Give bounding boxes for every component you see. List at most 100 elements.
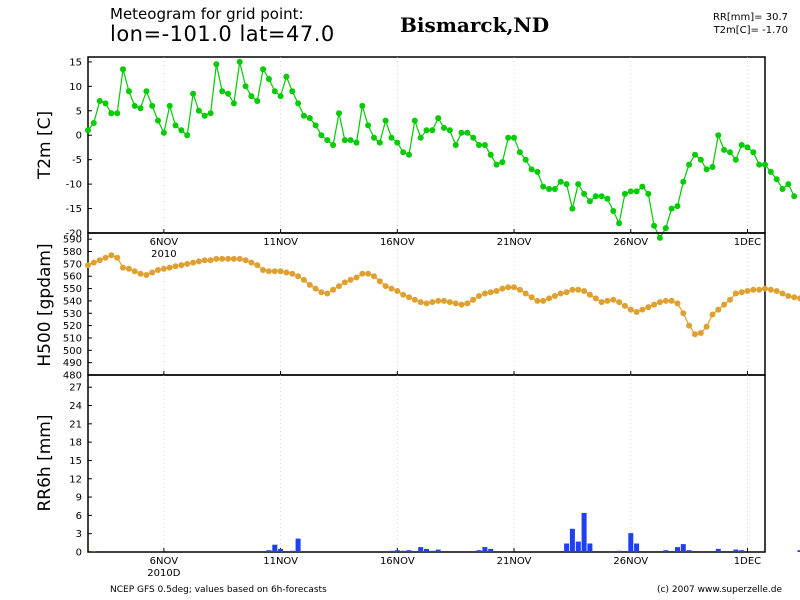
h500-point xyxy=(417,299,424,306)
t2m-point xyxy=(324,137,331,144)
h500-point xyxy=(627,306,634,313)
h500-point xyxy=(703,323,710,330)
date-label-upper: 21NOV xyxy=(497,237,532,248)
t2m-point xyxy=(207,110,214,117)
h500-point xyxy=(651,301,658,308)
date-label-lower: 21NOV xyxy=(497,556,532,567)
date-label-lower: 1DEC xyxy=(734,556,761,567)
h500-point xyxy=(575,286,582,293)
t2m-point xyxy=(166,102,173,109)
t2m-point xyxy=(236,58,243,65)
t2m-point xyxy=(300,112,307,119)
rr-bar xyxy=(289,550,295,552)
h500-point xyxy=(277,268,284,275)
t2m-point xyxy=(108,110,115,117)
t2m-point xyxy=(481,142,488,148)
t2m-point xyxy=(353,139,360,146)
t2m-point xyxy=(341,137,348,144)
h500-point xyxy=(306,281,313,288)
h500-point xyxy=(90,259,97,266)
h500-point xyxy=(686,322,693,329)
t2m-axis-label: T2m [C] xyxy=(35,111,55,180)
t2m-point xyxy=(225,90,232,97)
h500-y-tick-label: 540 xyxy=(63,296,82,307)
t2m-point xyxy=(330,142,337,148)
h500-point xyxy=(441,297,447,304)
h500-point xyxy=(435,297,442,304)
t2m-point xyxy=(727,149,733,156)
h500-point xyxy=(592,295,599,302)
t2m-point xyxy=(639,183,646,190)
t2m-point xyxy=(120,66,126,73)
rr-y-tick-label: 3 xyxy=(76,529,82,540)
h500-point xyxy=(411,296,418,303)
h500-y-tick-label: 530 xyxy=(63,309,82,320)
h500-point xyxy=(423,300,430,307)
t2m-point xyxy=(131,102,138,109)
rr-y-tick-label: 18 xyxy=(69,438,82,449)
t2m-point xyxy=(569,205,576,212)
h500-point xyxy=(744,288,751,294)
rr-y-tick-label: 12 xyxy=(69,474,82,485)
t2m-point xyxy=(265,76,272,82)
t2m-y-tick-label: 0 xyxy=(76,131,82,142)
t2m-point xyxy=(522,156,529,163)
rr-bar xyxy=(488,548,494,552)
rr-bar xyxy=(394,550,400,552)
h500-point xyxy=(481,290,488,297)
h500-series-line xyxy=(87,254,800,335)
t2m-point xyxy=(546,186,553,192)
t2m-point xyxy=(429,127,436,134)
h500-point xyxy=(750,286,757,293)
t2m-point xyxy=(452,142,459,148)
h500-point xyxy=(155,267,161,273)
t2m-point xyxy=(201,112,208,119)
rr-panel-frame xyxy=(87,374,766,553)
h500-point xyxy=(365,270,372,277)
h500-point xyxy=(388,285,395,292)
t2m-point xyxy=(662,225,669,232)
h500-point xyxy=(143,272,150,278)
h500-point xyxy=(178,262,185,269)
year-label-lower: 2010D xyxy=(147,568,180,579)
t2m-point xyxy=(627,188,634,195)
t2m-point xyxy=(703,166,710,173)
h500-point xyxy=(633,309,640,315)
h500-point xyxy=(406,294,412,301)
t2m-point xyxy=(458,129,465,136)
h500-point xyxy=(732,290,739,297)
h500-point xyxy=(586,291,593,298)
h500-point xyxy=(300,276,307,283)
h500-point xyxy=(336,283,342,290)
h500-point xyxy=(569,286,576,293)
t2m-point xyxy=(435,115,442,122)
t2m-point xyxy=(738,142,745,148)
h500-point xyxy=(225,255,232,262)
h500-y-tick-label: 510 xyxy=(63,333,82,344)
t2m-point xyxy=(102,100,109,107)
t2m-point xyxy=(592,193,599,200)
h500-point xyxy=(797,295,800,302)
h500-point xyxy=(662,297,669,304)
year-label-upper: 2010 xyxy=(151,249,176,260)
t2m-y-tick-label: -10 xyxy=(66,180,82,191)
h500-point xyxy=(131,268,138,275)
rr-bar xyxy=(91,551,97,552)
rr-y-tick-label: 21 xyxy=(69,419,82,430)
t2m-point xyxy=(365,122,372,129)
h500-point xyxy=(534,297,541,304)
rr-y-tick-label: 15 xyxy=(69,456,82,467)
t2m-point xyxy=(242,83,249,90)
h500-y-tick-label: 580 xyxy=(63,247,82,258)
rr-y-tick-label: 24 xyxy=(69,401,82,412)
h500-point xyxy=(511,284,517,291)
t2m-point xyxy=(656,234,663,241)
h500-point xyxy=(551,293,558,299)
date-label-upper: 16NOV xyxy=(380,237,415,248)
h500-point xyxy=(271,268,278,275)
t2m-point xyxy=(610,208,617,214)
t2m-point xyxy=(680,178,687,185)
date-label-lower: 11NOV xyxy=(263,556,298,567)
h500-point xyxy=(522,290,529,297)
h500-point xyxy=(546,295,553,302)
